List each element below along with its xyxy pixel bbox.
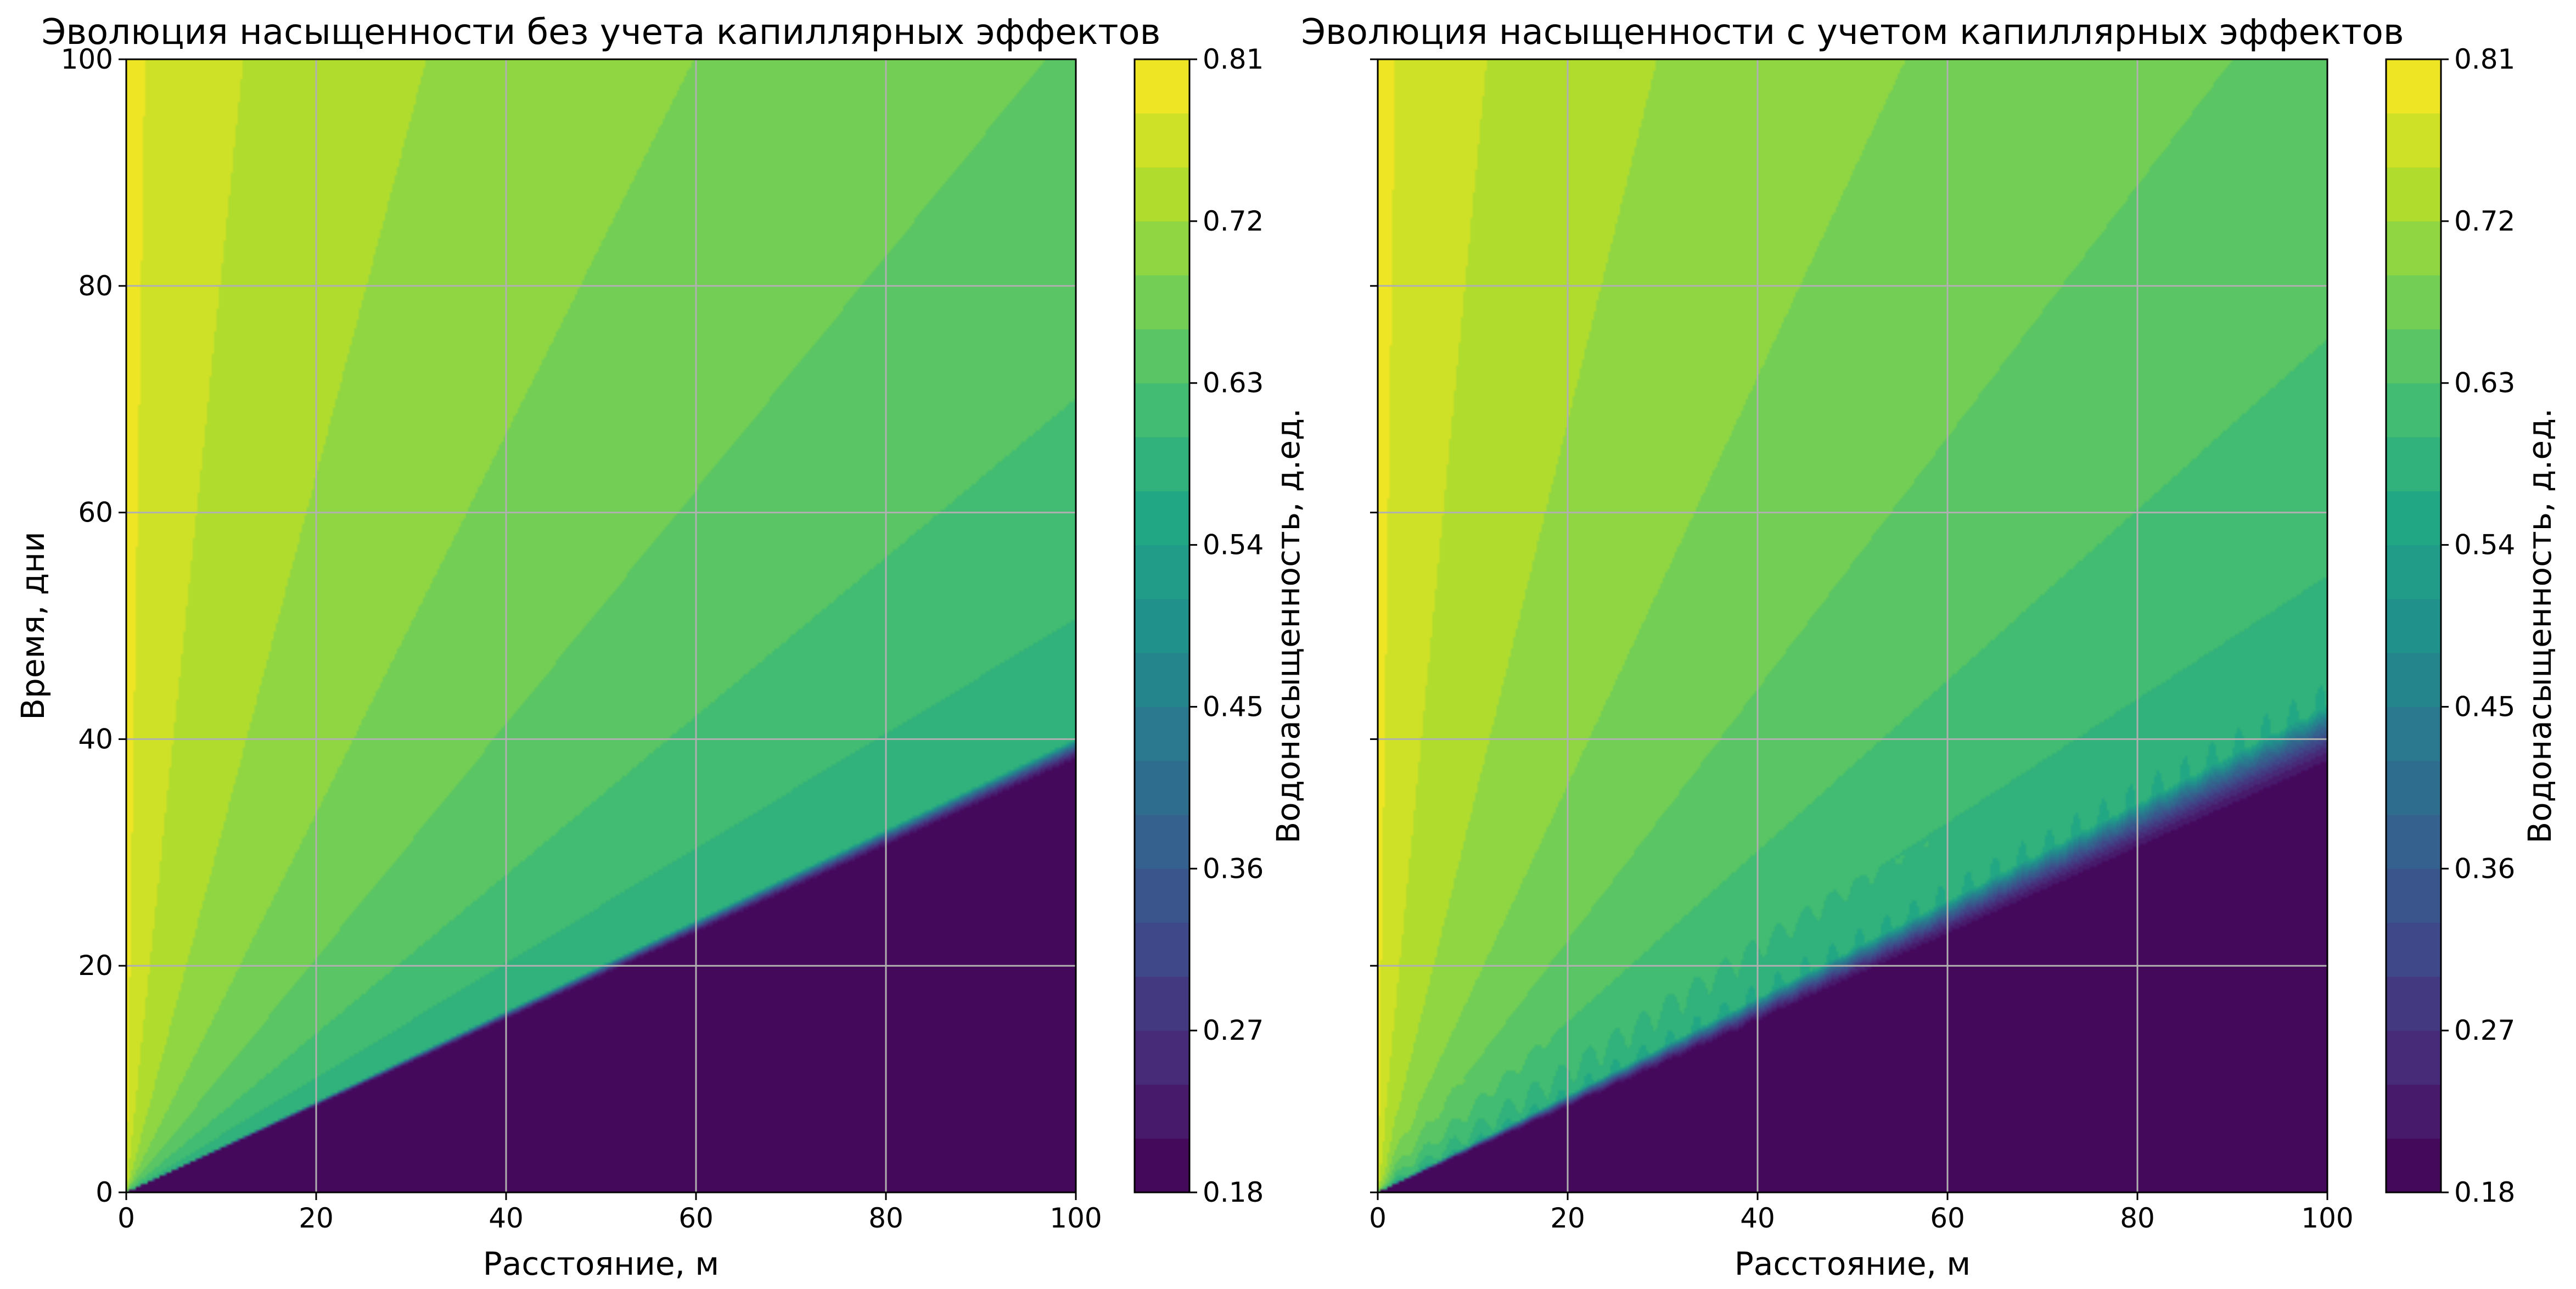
y-tick-label: 20 [78, 950, 113, 982]
x-tick-label: 80 [2120, 1202, 2155, 1234]
y-tick-label: 60 [78, 497, 113, 529]
chart-panel-2: 0 20 40 60 80 100 Эволюция насыщенности с учет… [1301, 12, 2558, 1282]
colorbar-tick-label: 0.36 [2454, 853, 2515, 884]
x-tick-label: 60 [1930, 1202, 1965, 1234]
colorbar-tick-label: 0.63 [2454, 367, 2515, 399]
colorbar-band [1135, 491, 1189, 546]
colorbar-band [2386, 1138, 2441, 1193]
colorbar-band [2386, 545, 2441, 599]
colorbar-band [1135, 329, 1189, 384]
chart-title: Эволюция насыщенности без учета капилляр… [42, 12, 1161, 53]
x-axis-label: Расстояние, м [483, 1245, 719, 1282]
colorbar-band [2386, 1084, 2441, 1139]
colorbar-band [1135, 383, 1189, 438]
x-tick-label: 40 [489, 1202, 524, 1234]
colorbar-tick-label: 0.72 [1203, 205, 1264, 237]
colorbar-tick-label: 0.27 [1203, 1015, 1264, 1046]
colorbar-band [1135, 545, 1189, 599]
colorbar-band [2386, 437, 2441, 491]
colorbar-tick-label: 0.45 [2454, 691, 2515, 722]
colorbar-band [2386, 707, 2441, 761]
axes-frame [125, 58, 1077, 1193]
colorbar-tick-label: 0.81 [2454, 43, 2515, 75]
x-tick-label: 0 [1369, 1202, 1387, 1234]
colorbar-band [1135, 760, 1189, 815]
colorbar-band [1135, 598, 1189, 653]
colorbar-band [1135, 59, 1189, 114]
colorbar-band [1135, 653, 1189, 707]
colorbar: 0.18 0.27 0.36 0.45 0.54 0.63 0.72 0.81 Водонасы… [2385, 43, 2558, 1208]
colorbar-band [1135, 167, 1189, 222]
colorbar: 0.18 0.27 0.36 0.45 0.54 0.63 0.72 0.81 Водонасы… [1133, 43, 1307, 1208]
x-tick-label: 20 [299, 1202, 334, 1234]
x-tick-label: 40 [1740, 1202, 1775, 1234]
colorbar-tick-label: 0.45 [1203, 691, 1264, 722]
colorbar-band [1135, 437, 1189, 491]
colorbar-tick-label: 0.54 [2454, 529, 2515, 561]
colorbar-band [2386, 275, 2441, 329]
colorbar-band [2386, 383, 2441, 438]
colorbar-band [2386, 59, 2441, 114]
y-axis-label: Время, дни [14, 531, 52, 720]
y-tick-label: 80 [78, 270, 113, 302]
colorbar-tick-label: 0.54 [1203, 529, 1264, 561]
colorbar-band [1135, 922, 1189, 977]
colorbar-band [2386, 815, 2441, 869]
colorbar-tick-label: 0.81 [1203, 43, 1264, 75]
colorbar-band [1135, 1030, 1189, 1085]
colorbar-band [1135, 976, 1189, 1031]
axes-frame [1377, 58, 2328, 1193]
colorbar-tick-label: 0.36 [1203, 853, 1264, 884]
colorbar-band [1135, 113, 1189, 168]
x-tick-label: 80 [868, 1202, 903, 1234]
saturation-heatmap [126, 59, 1076, 1192]
colorbar-tick-label: 0.27 [2454, 1015, 2515, 1046]
colorbar-band [1135, 1084, 1189, 1139]
colorbar-band [1135, 707, 1189, 761]
chart-title: Эволюция насыщенности с учетом капиллярн… [1301, 12, 2404, 53]
colorbar-band [1135, 815, 1189, 869]
colorbar-band [2386, 1030, 2441, 1085]
x-tick-label: 100 [2301, 1202, 2353, 1234]
colorbar-band [2386, 113, 2441, 168]
x-tick-label: 20 [1550, 1202, 1585, 1234]
colorbar-band [1135, 275, 1189, 329]
colorbar-tick-label: 0.72 [2454, 205, 2515, 237]
saturation-heatmap [1378, 59, 2327, 1192]
colorbar-band [2386, 329, 2441, 384]
x-tick-label: 100 [1050, 1202, 1102, 1234]
x-tick-label: 60 [678, 1202, 714, 1234]
colorbar-band [2386, 976, 2441, 1031]
colorbar-band [1135, 1138, 1189, 1193]
colorbar-band [1135, 221, 1189, 276]
colorbar-tick-label: 0.18 [1203, 1176, 1264, 1208]
y-tick-label: 40 [78, 723, 113, 755]
colorbar-label: Водонасыщенность, д.ед. [2521, 408, 2558, 843]
colorbar-band [2386, 653, 2441, 707]
y-tick-label: 100 [61, 43, 113, 75]
colorbar-band [2386, 922, 2441, 977]
colorbar-band [2386, 760, 2441, 815]
colorbar-band [2386, 598, 2441, 653]
colorbar-band [2386, 221, 2441, 276]
colorbar-label: Водонасыщенность, д.ед. [1270, 408, 1307, 843]
colorbar-band [2386, 868, 2441, 923]
colorbar-tick-label: 0.18 [2454, 1176, 2515, 1208]
y-tick-label: 0 [96, 1176, 113, 1208]
x-tick-label: 0 [117, 1202, 135, 1234]
colorbar-tick-label: 0.63 [1203, 367, 1264, 399]
colorbar-band [2386, 491, 2441, 546]
colorbar-band [2386, 167, 2441, 222]
colorbar-frame [2385, 58, 2442, 1193]
colorbar-band [1135, 868, 1189, 923]
x-axis-label: Расстояние, м [1735, 1245, 1971, 1282]
colorbar-frame [1133, 58, 1191, 1193]
